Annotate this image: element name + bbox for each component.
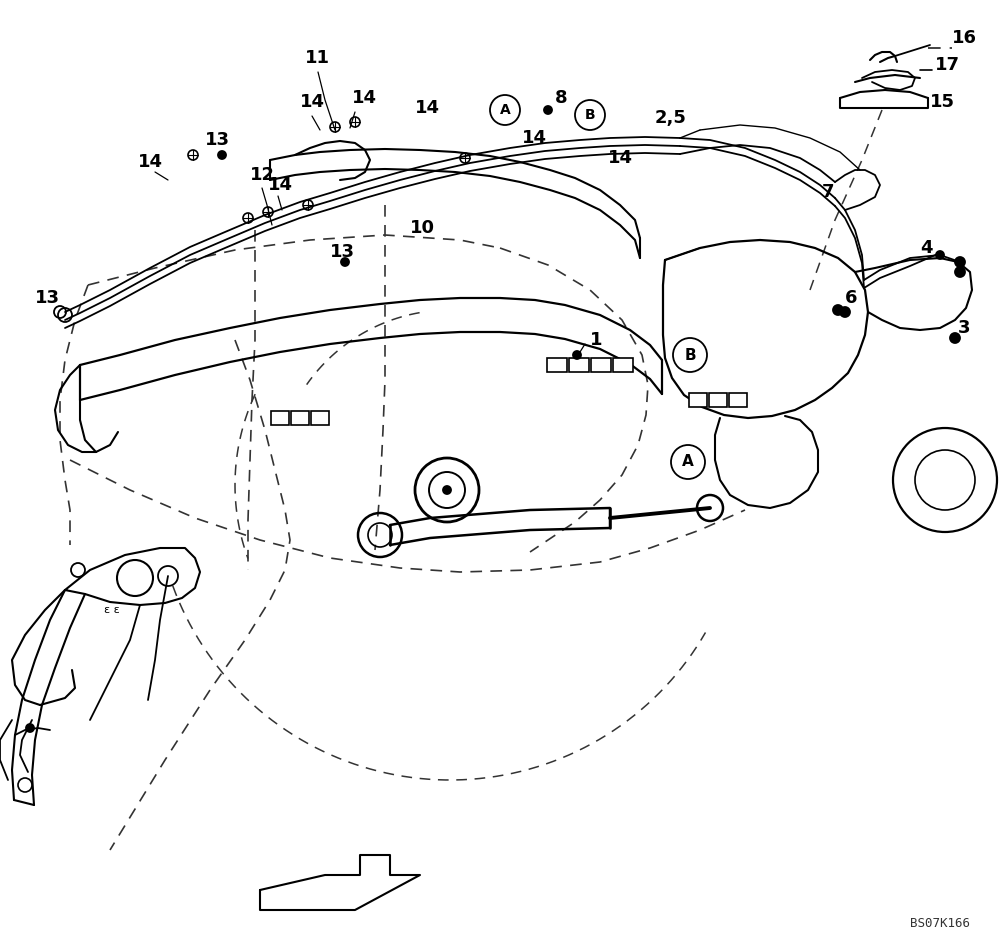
Text: BS07K166: BS07K166 [910, 917, 970, 930]
Text: 2,5: 2,5 [655, 109, 687, 127]
Text: 15: 15 [930, 93, 955, 111]
FancyBboxPatch shape [613, 358, 633, 372]
Text: 1: 1 [590, 331, 602, 349]
Text: 11: 11 [305, 49, 330, 67]
Text: A: A [682, 454, 694, 469]
Text: 14: 14 [352, 89, 377, 107]
Text: B: B [684, 347, 696, 362]
Circle shape [544, 106, 552, 114]
Circle shape [443, 486, 451, 494]
FancyBboxPatch shape [291, 411, 309, 425]
FancyBboxPatch shape [311, 411, 329, 425]
Text: 14: 14 [268, 176, 293, 194]
FancyBboxPatch shape [709, 393, 727, 407]
Text: 14: 14 [300, 93, 325, 111]
Text: 14: 14 [138, 153, 163, 171]
Text: 14: 14 [522, 129, 547, 147]
Text: 8: 8 [555, 89, 568, 107]
Circle shape [936, 251, 944, 259]
Circle shape [833, 305, 843, 315]
Circle shape [955, 257, 965, 267]
Circle shape [573, 351, 581, 359]
Text: 12: 12 [250, 166, 275, 184]
FancyBboxPatch shape [729, 393, 747, 407]
Text: 14: 14 [415, 99, 440, 117]
FancyBboxPatch shape [547, 358, 567, 372]
Text: 13: 13 [330, 243, 355, 261]
Text: A: A [500, 103, 510, 117]
Text: 3: 3 [958, 319, 970, 337]
FancyBboxPatch shape [591, 358, 611, 372]
Text: ε ε: ε ε [104, 605, 120, 615]
Circle shape [950, 333, 960, 343]
Circle shape [26, 724, 34, 732]
Text: B: B [585, 108, 595, 122]
Text: 14: 14 [608, 149, 633, 167]
Text: 10: 10 [410, 219, 435, 237]
Text: 17: 17 [935, 56, 960, 74]
Text: 4: 4 [920, 239, 932, 257]
Circle shape [341, 258, 349, 266]
Circle shape [840, 307, 850, 317]
Circle shape [955, 267, 965, 277]
FancyBboxPatch shape [271, 411, 289, 425]
Text: 13: 13 [205, 131, 230, 149]
Text: 13: 13 [35, 289, 60, 307]
Circle shape [218, 151, 226, 159]
FancyBboxPatch shape [569, 358, 589, 372]
FancyBboxPatch shape [689, 393, 707, 407]
Text: 16: 16 [952, 29, 977, 47]
Text: 6: 6 [845, 289, 858, 307]
Text: 7: 7 [822, 183, 834, 201]
